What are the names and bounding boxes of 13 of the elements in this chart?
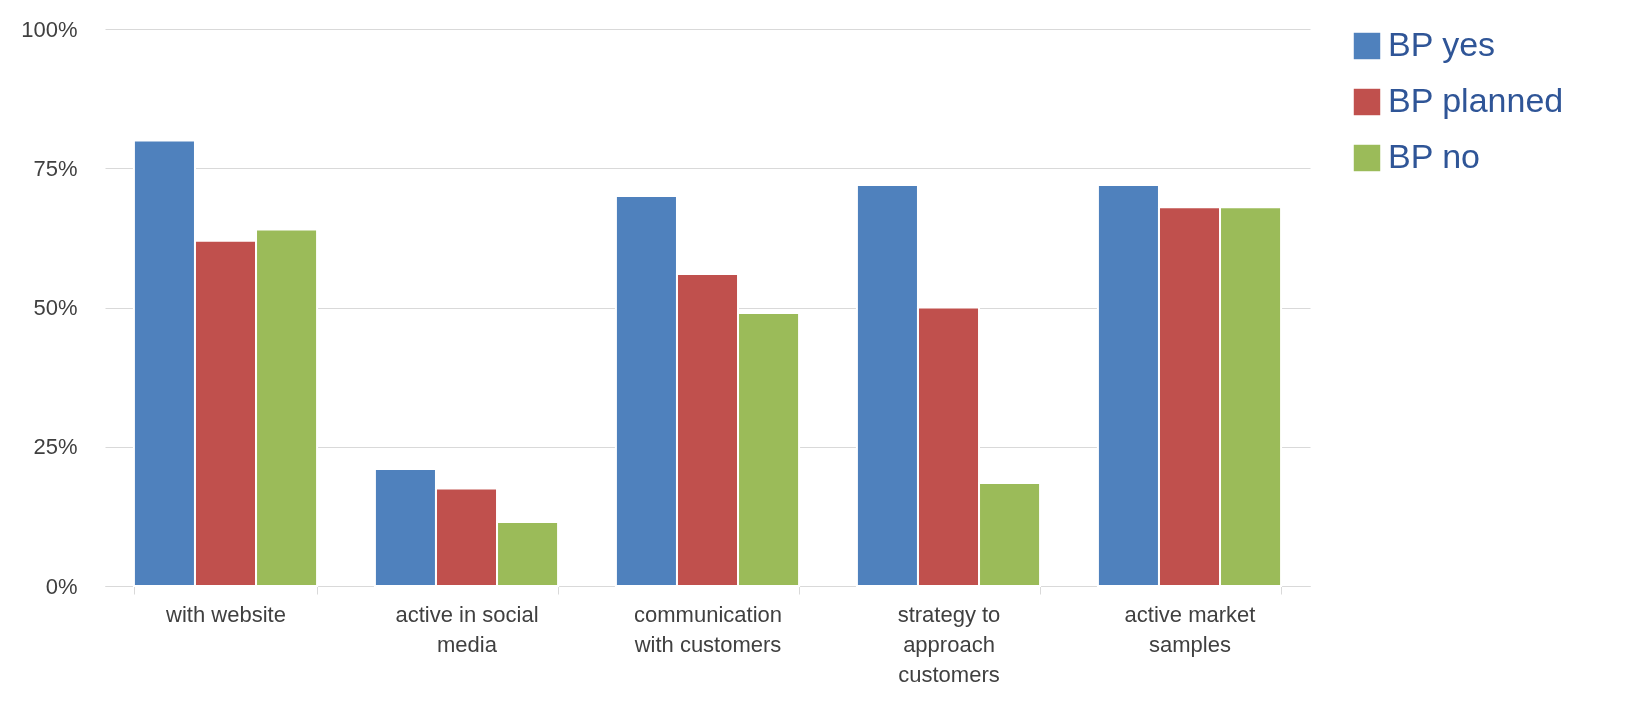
y-tick-label: 100% [21, 16, 78, 42]
legend-label: BP planned [1388, 81, 1564, 119]
x-tick-label: with website [165, 601, 286, 627]
legend-label: BP yes [1388, 25, 1496, 63]
x-tick-label: communication with customers [633, 601, 782, 657]
x-tick-label: strategy to approach customers [897, 601, 1001, 687]
y-tick-label: 50% [33, 295, 78, 320]
y-tick-label: 0% [45, 573, 78, 599]
y-tick-label: 75% [33, 155, 78, 181]
x-tick-label: active market samples [1124, 601, 1256, 657]
legend-label: BP no [1388, 137, 1481, 175]
x-tick-label: active in social media [395, 601, 539, 657]
y-tick-label: 25% [33, 434, 78, 460]
